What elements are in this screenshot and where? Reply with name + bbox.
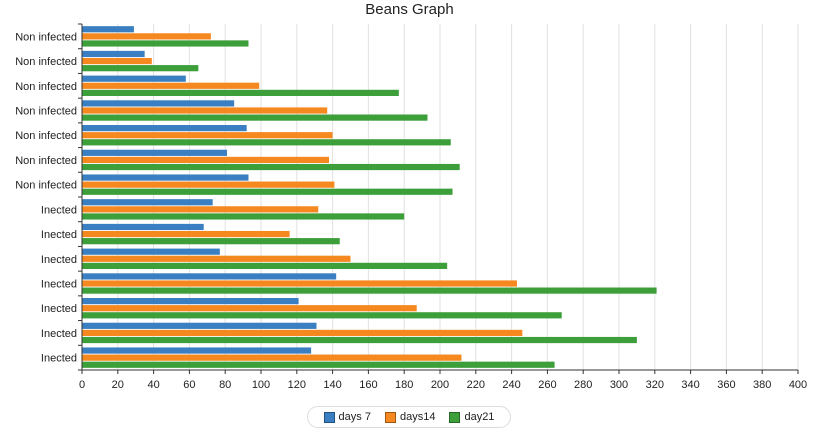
bar-day21 [82,65,199,72]
category-label: Inected [41,353,77,365]
legend: days 7 days14 day21 [307,406,511,428]
category-label: Inected [41,229,77,241]
x-tick-label: 240 [502,379,520,391]
category-label: Non infected [15,180,77,192]
legend-label: days 7 [338,411,371,423]
x-tick-label: 40 [147,379,159,391]
bar-day21 [82,238,340,245]
x-tick-label: 200 [431,379,449,391]
legend-swatch [449,411,461,423]
x-tick-label: 60 [183,379,195,391]
legend-label: day21 [464,411,495,423]
bar-days14 [82,181,335,188]
bar-days14 [82,230,290,238]
x-tick-label: 300 [610,379,628,391]
x-tick-label: 220 [467,379,485,391]
x-tick-label: 380 [753,379,771,391]
bar-day21 [82,139,451,146]
bar-days-7 [82,199,213,206]
bar-days-7 [82,174,249,181]
x-tick-label: 0 [79,379,85,391]
bar-days14 [82,57,152,65]
bar-days-7 [82,26,134,33]
category-label: Inected [41,303,77,315]
x-tick-label: 80 [219,379,231,391]
legend-label: days14 [399,411,436,423]
legend-swatch [323,411,335,423]
bar-day21 [82,188,453,195]
bar-days14 [82,305,417,312]
bar-days-7 [82,125,247,132]
legend-swatch [384,411,396,423]
x-tick-label: 100 [252,379,270,391]
bar-day21 [82,361,555,368]
bar-days14 [82,354,462,361]
bar-days-7 [82,223,204,231]
chart-title: Beans Graph [365,1,454,18]
bar-days14 [82,329,523,337]
x-tick-label: 160 [359,379,377,391]
bar-day21 [82,89,399,96]
x-tick-label: 400 [789,379,807,391]
bar-days14 [82,33,211,40]
x-tick-label: 20 [112,379,124,391]
bar-days-7 [82,298,299,305]
bar-day21 [82,262,448,269]
bar-days-7 [82,149,227,156]
bar-day21 [82,40,249,47]
category-label: Non infected [15,56,77,68]
x-tick-label: 140 [323,379,341,391]
bar-days-7 [82,75,186,82]
bar-days14 [82,82,260,89]
category-label: Non infected [15,106,77,118]
category-label: Non infected [15,130,77,142]
bar-days14 [82,107,328,114]
x-tick-label: 340 [681,379,699,391]
bar-day21 [82,163,460,171]
bar-days14 [82,156,330,164]
bar-day21 [82,312,562,319]
bar-day21 [82,287,657,294]
category-label: Inected [41,279,77,291]
legend-item-days14[interactable]: days14 [384,411,436,423]
x-tick-label: 260 [538,379,556,391]
x-tick-label: 280 [574,379,592,391]
category-label: Inected [41,328,77,340]
bar-days14 [82,132,333,139]
legend-item-days-7[interactable]: days 7 [323,411,371,423]
bar-days14 [82,255,351,262]
bar-day21 [82,114,428,121]
category-label: Inected [41,254,77,266]
bar-days-7 [82,322,317,329]
bar-days14 [82,280,517,287]
x-tick-label: 120 [288,379,306,391]
legend-item-day21[interactable]: day21 [449,411,494,423]
bar-days-7 [82,100,235,107]
category-label: Non infected [15,31,77,43]
bar-days-7 [82,273,337,280]
bar-day21 [82,336,637,344]
category-label: Inected [41,204,77,216]
bar-days-7 [82,248,220,255]
bar-day21 [82,213,405,220]
category-label: Non infected [15,155,77,167]
category-label: Non infected [15,81,77,93]
x-tick-label: 180 [395,379,413,391]
bar-days14 [82,206,319,213]
bar-days-7 [82,50,145,58]
bar-days-7 [82,347,312,354]
x-tick-label: 320 [646,379,664,391]
x-tick-label: 360 [717,379,735,391]
